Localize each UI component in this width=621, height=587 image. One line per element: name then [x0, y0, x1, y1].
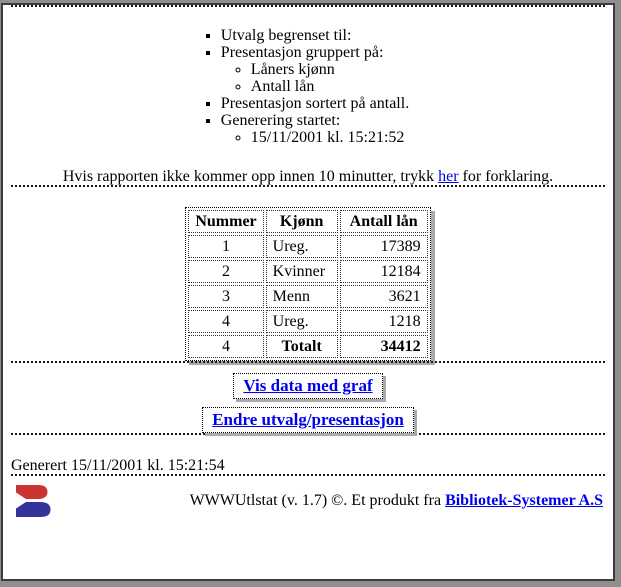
report-page: Utvalg begrenset til: Presentasjon grupp…	[1, 3, 615, 581]
cell-antall: 17389	[339, 235, 428, 258]
table-row: 1 Ureg. 17389	[188, 235, 428, 258]
divider-top	[11, 5, 605, 7]
table-row: 4 Ureg. 1218	[188, 310, 428, 333]
report-criteria-list: Utvalg begrenset til: Presentasjon grupp…	[207, 27, 409, 146]
header-antall-lan: Antall lån	[339, 210, 428, 233]
criteria-label: Presentasjon gruppert på:	[220, 44, 384, 61]
criteria-sublist: 15/11/2001 kl. 15:21:52	[221, 129, 409, 146]
table-total-row: 4 Totalt 34412	[188, 335, 428, 358]
criteria-label: Generering startet:	[220, 112, 341, 129]
timeout-notice: Hvis rapporten ikke kommer opp innen 10 …	[11, 169, 605, 185]
cell-antall: 1218	[339, 310, 428, 333]
total-label: Totalt	[265, 335, 338, 358]
cell-nummer: 4	[188, 310, 264, 333]
total-value: 34412	[339, 335, 428, 358]
product-version-text: WWWUtlstat (v. 1.7) ©. Et produkt fra	[189, 492, 446, 509]
criteria-label: Utvalg begrenset til:	[220, 27, 352, 44]
loan-statistics-table: Nummer Kjønn Antall lån 1 Ureg. 17389 2 …	[185, 207, 431, 361]
divider-links	[11, 433, 605, 435]
cell-kjonn: Kvinner	[265, 260, 338, 283]
divider-notice	[11, 185, 605, 187]
criteria-subitem: Låners kjønn	[251, 61, 409, 78]
criteria-sublist: Låners kjønn Antall lån	[221, 61, 409, 95]
cell-kjonn: Menn	[265, 285, 338, 308]
divider-table	[11, 361, 605, 363]
criteria-item: Presentasjon sortert på antall.	[221, 95, 409, 112]
cell-nummer: 3	[188, 285, 264, 308]
bibliotek-systemer-logo-icon	[16, 485, 51, 517]
criteria-item: Generering startet: 15/11/2001 kl. 15:21…	[221, 112, 409, 146]
cell-nummer: 1	[188, 235, 264, 258]
table-row: 3 Menn 3621	[188, 285, 428, 308]
company-link[interactable]: Bibliotek-Systemer A.S	[445, 492, 603, 509]
cell-antall: 12184	[339, 260, 428, 283]
generated-timestamp: Generert 15/11/2001 kl. 15:21:54	[11, 457, 225, 474]
criteria-item: Utvalg begrenset til:	[221, 27, 409, 44]
table-header-row: Nummer Kjønn Antall lån	[188, 210, 428, 233]
view-graph-link[interactable]: Vis data med graf	[233, 373, 383, 399]
divider-footer	[11, 474, 605, 476]
cell-kjonn: Ureg.	[265, 235, 338, 258]
footer-product-text: WWWUtlstat (v. 1.7) ©. Et produkt fra Bi…	[190, 492, 605, 510]
header-nummer: Nummer	[188, 210, 264, 233]
change-selection-link[interactable]: Endre utvalg/presentasjon	[202, 407, 414, 433]
header-kjonn: Kjønn	[265, 210, 338, 233]
notice-text-after: for forklaring.	[458, 168, 554, 185]
criteria-subitem: Antall lån	[251, 78, 409, 95]
explanation-link[interactable]: her	[438, 168, 459, 185]
generation-start-timestamp: 15/11/2001 kl. 15:21:52	[251, 129, 409, 146]
cell-kjonn: Ureg.	[265, 310, 338, 333]
criteria-item: Presentasjon gruppert på: Låners kjønn A…	[221, 44, 409, 95]
table-row: 2 Kvinner 12184	[188, 260, 428, 283]
criteria-label: Presentasjon sortert på antall.	[220, 95, 410, 112]
notice-text-before: Hvis rapporten ikke kommer opp innen 10 …	[62, 168, 439, 185]
footer: WWWUtlstat (v. 1.7) ©. Et produkt fra Bi…	[11, 476, 605, 518]
cell-nummer: 2	[188, 260, 264, 283]
cell-antall: 3621	[339, 285, 428, 308]
total-count: 4	[188, 335, 264, 358]
